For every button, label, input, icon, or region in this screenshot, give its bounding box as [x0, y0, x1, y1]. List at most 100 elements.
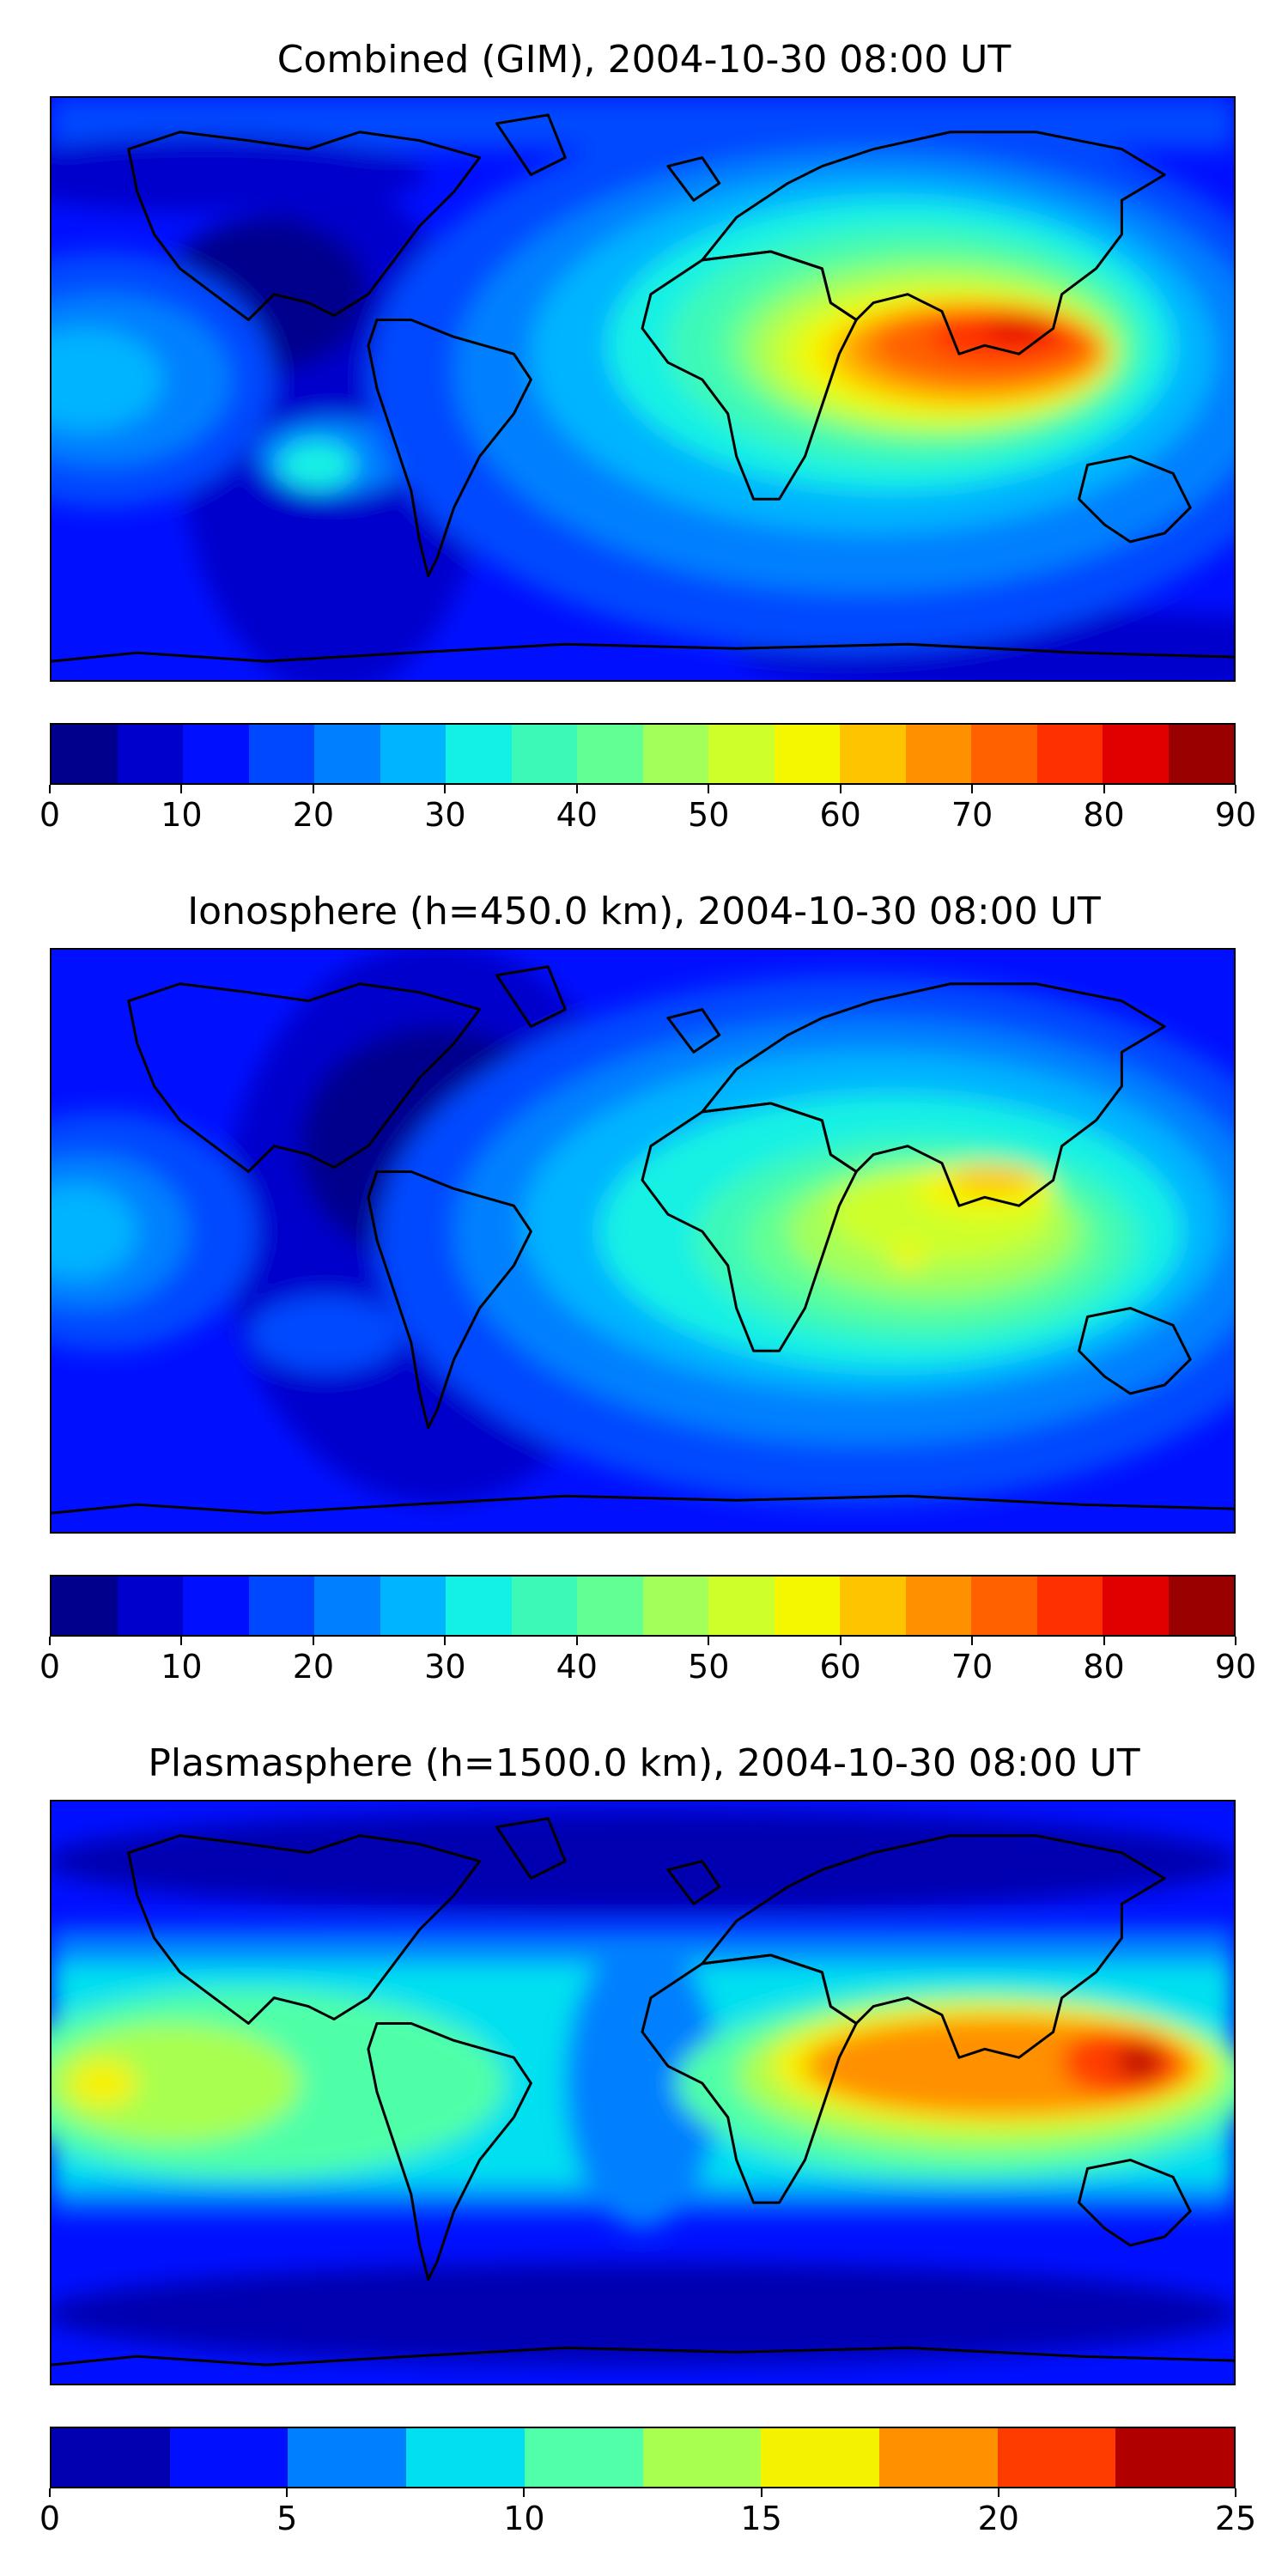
colorbar-tick-mark [1103, 1637, 1105, 1645]
panel-title-ionosphere: Ionosphere (h=450.0 km), 2004-10-30 08:0… [187, 890, 1101, 933]
colorbar-tick-label: 90 [1214, 1648, 1257, 1686]
colorbar-segment [1115, 2428, 1235, 2487]
map-combined [50, 96, 1236, 682]
coastlines [52, 1817, 1234, 2366]
colorbar-segment [248, 1577, 314, 1635]
colorbar-segment [577, 1577, 643, 1635]
colorbar-segment [1103, 1577, 1169, 1635]
colorbar-segment [524, 2428, 643, 2487]
colorbar-segment [840, 725, 906, 783]
colorbar-tick-label: 0 [39, 2500, 61, 2537]
colorbar-tick-label: 25 [1214, 2500, 1257, 2537]
colorbar-tick-label: 70 [951, 1648, 993, 1686]
colorbar-tick-mark [997, 2488, 999, 2497]
colorbar-tick-label: 60 [819, 1648, 861, 1686]
colorbar-tick-mark [444, 1637, 447, 1645]
colorbar-tick-mark [760, 2488, 762, 2497]
colorbar-tick-mark [575, 1637, 578, 1645]
colorbar-tick-mark [971, 1637, 974, 1645]
map-plasmasphere [50, 1800, 1236, 2385]
colorbar-ticks-combined: 0 10 20 30 40 50 60 70 80 90 [39, 785, 1256, 836]
colorbar-segment [1168, 725, 1234, 783]
colorbar-tick-label: 40 [556, 796, 598, 834]
colorbar-tick-mark [971, 785, 974, 793]
colorbar-segment [878, 2428, 998, 2487]
colorbar-segment [774, 1577, 840, 1635]
colorbar-segment [971, 1577, 1037, 1635]
colorbar-tick-mark [49, 785, 51, 793]
colorbar-segment [380, 725, 446, 783]
colorbar-tick-mark [708, 785, 710, 793]
colorbar-segment [577, 725, 643, 783]
colorbar-segment [314, 725, 380, 783]
colorbar-segment [905, 725, 971, 783]
colorbar-tick-label: 50 [688, 1648, 730, 1686]
colorbar-tick-mark [180, 1637, 183, 1645]
colorbar-segment [511, 725, 577, 783]
colorbar-ticks-ionosphere: 0 10 20 30 40 50 60 70 80 90 [39, 1637, 1256, 1688]
colorbar-tick-mark [1235, 1637, 1236, 1645]
colorbar-tick-label: 0 [39, 1648, 61, 1686]
colorbar-tick-mark [575, 785, 578, 793]
colorbar-tick-mark [444, 785, 447, 793]
colorbar-tick-label: 20 [292, 796, 335, 834]
colorbar-segment [183, 725, 249, 783]
colorbar-tick-mark [49, 1637, 51, 1645]
colorbar-tick-label: 10 [161, 796, 203, 834]
coastlines [52, 965, 1234, 1515]
colorbar-segment [840, 1577, 906, 1635]
colorbar-tick-mark [312, 1637, 314, 1645]
map-ionosphere [50, 948, 1236, 1534]
colorbar-segment [642, 725, 708, 783]
colorbar-segment [642, 2428, 762, 2487]
colorbar-tick-label: 40 [556, 1648, 598, 1686]
colorbar-segment [169, 2428, 289, 2487]
colorbar-tick-mark [49, 2488, 51, 2497]
colorbar-tick-label: 20 [977, 2500, 1019, 2537]
colorbar-tick-mark [1103, 785, 1105, 793]
colorbar-tick-mark [180, 785, 183, 793]
colorbar-segment [446, 725, 512, 783]
colorbar-segment [1168, 1577, 1234, 1635]
colorbar-segment [642, 1577, 708, 1635]
colorbar-tick-label: 80 [1083, 1648, 1125, 1686]
colorbar-segment [1036, 725, 1103, 783]
colorbar-segment [1103, 725, 1169, 783]
colorbar-tick-label: 5 [276, 2500, 298, 2537]
colorbar-segment [761, 2428, 879, 2487]
panel-title-combined: Combined (GIM), 2004-10-30 08:00 UT [276, 38, 1012, 82]
colorbar-segment [774, 725, 840, 783]
colorbar-tick-mark [1235, 2488, 1236, 2497]
colorbar-tick-mark [839, 1637, 841, 1645]
colorbar-tick-label: 70 [951, 796, 993, 834]
colorbar-tick-mark [286, 2488, 289, 2497]
colorbar-tick-label: 30 [424, 796, 466, 834]
colorbar-segment [52, 2428, 170, 2487]
tec-contour-map [52, 950, 1234, 1532]
coastlines [52, 113, 1234, 663]
colorbar-segment [288, 2428, 407, 2487]
colorbar-segment [971, 725, 1037, 783]
colorbar-segment [446, 1577, 512, 1635]
colorbar-segment [708, 725, 775, 783]
tec-contour-map [52, 98, 1234, 680]
colorbar-tick-mark [523, 2488, 526, 2497]
colorbar-tick-mark [312, 785, 314, 793]
colorbar-segment [52, 725, 118, 783]
colorbar-segment [248, 725, 314, 783]
colorbar-tick-mark [708, 1637, 710, 1645]
colorbar-ticks-plasmasphere: 0 5 10 15 20 25 [39, 2488, 1256, 2540]
colorbar-segment [708, 1577, 775, 1635]
colorbar-ionosphere [50, 1575, 1236, 1637]
colorbar-tick-label: 10 [503, 2500, 545, 2537]
colorbar-segment [117, 725, 183, 783]
colorbar-tick-label: 10 [161, 1648, 203, 1686]
colorbar-tick-label: 80 [1083, 796, 1125, 834]
colorbar-segment [117, 1577, 183, 1635]
colorbar-tick-label: 0 [39, 796, 61, 834]
colorbar-tick-label: 90 [1214, 796, 1257, 834]
colorbar-tick-label: 15 [740, 2500, 782, 2537]
colorbar-segment [997, 2428, 1116, 2487]
colorbar-segment [406, 2428, 525, 2487]
colorbar-tick-mark [1235, 785, 1236, 793]
